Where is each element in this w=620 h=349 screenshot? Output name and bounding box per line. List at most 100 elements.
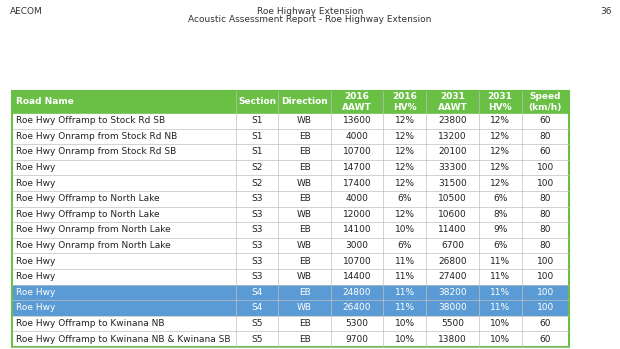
- Bar: [479, 253, 521, 269]
- Text: Roe Hwy: Roe Hwy: [16, 288, 55, 297]
- Text: 11%: 11%: [490, 272, 510, 281]
- Bar: [521, 222, 569, 238]
- Bar: [521, 144, 569, 160]
- Bar: [236, 113, 278, 128]
- Text: 12%: 12%: [490, 179, 510, 188]
- Text: 10%: 10%: [395, 225, 415, 235]
- Bar: [12, 160, 236, 176]
- Text: 11400: 11400: [438, 225, 467, 235]
- Bar: [331, 332, 383, 347]
- Text: 80: 80: [539, 241, 551, 250]
- Text: 12%: 12%: [395, 148, 415, 156]
- Bar: [278, 207, 331, 222]
- Text: WB: WB: [297, 272, 312, 281]
- Bar: [479, 191, 521, 207]
- Bar: [479, 176, 521, 191]
- Bar: [278, 160, 331, 176]
- Bar: [426, 300, 479, 316]
- Text: 6%: 6%: [397, 241, 412, 250]
- Bar: [383, 176, 426, 191]
- Text: S4: S4: [251, 288, 263, 297]
- Bar: [479, 160, 521, 176]
- Text: WB: WB: [297, 304, 312, 312]
- Bar: [383, 316, 426, 332]
- Bar: [12, 144, 236, 160]
- Bar: [12, 91, 569, 347]
- Text: Roe Hwy Onramp from North Lake: Roe Hwy Onramp from North Lake: [16, 225, 171, 235]
- Text: 12%: 12%: [490, 163, 510, 172]
- Bar: [479, 144, 521, 160]
- Text: AECOM: AECOM: [10, 7, 43, 16]
- Bar: [521, 160, 569, 176]
- Bar: [236, 160, 278, 176]
- Bar: [12, 207, 236, 222]
- Text: S1: S1: [251, 148, 263, 156]
- Text: S1: S1: [251, 116, 263, 125]
- Text: 11%: 11%: [490, 257, 510, 266]
- Text: 9700: 9700: [345, 335, 368, 344]
- Text: 31500: 31500: [438, 179, 467, 188]
- Text: WB: WB: [297, 241, 312, 250]
- Text: 6%: 6%: [493, 194, 507, 203]
- Text: Road Name: Road Name: [16, 97, 74, 106]
- Text: 17400: 17400: [343, 179, 371, 188]
- Bar: [426, 238, 479, 253]
- Bar: [236, 238, 278, 253]
- Bar: [479, 316, 521, 332]
- Bar: [236, 128, 278, 144]
- Text: S2: S2: [251, 179, 263, 188]
- Bar: [331, 316, 383, 332]
- Bar: [426, 284, 479, 300]
- Text: Roe Hwy Onramp from Stock Rd NB: Roe Hwy Onramp from Stock Rd NB: [16, 132, 177, 141]
- Text: 12%: 12%: [395, 210, 415, 219]
- Text: 11%: 11%: [490, 304, 510, 312]
- Text: 12%: 12%: [490, 132, 510, 141]
- Text: 80: 80: [539, 225, 551, 235]
- Text: 2031
AAWT: 2031 AAWT: [438, 92, 467, 112]
- Bar: [12, 91, 569, 113]
- Text: 13200: 13200: [438, 132, 467, 141]
- Text: Roe Hwy: Roe Hwy: [16, 163, 55, 172]
- Bar: [331, 160, 383, 176]
- Text: 13800: 13800: [438, 335, 467, 344]
- Bar: [521, 207, 569, 222]
- Bar: [426, 113, 479, 128]
- Bar: [331, 191, 383, 207]
- Text: Roe Hwy Offramp to Kwinana NB: Roe Hwy Offramp to Kwinana NB: [16, 319, 164, 328]
- Text: 12%: 12%: [490, 148, 510, 156]
- Bar: [521, 191, 569, 207]
- Bar: [521, 238, 569, 253]
- Text: 38200: 38200: [438, 288, 467, 297]
- Text: 3000: 3000: [345, 241, 368, 250]
- Bar: [521, 253, 569, 269]
- Bar: [383, 113, 426, 128]
- Bar: [278, 144, 331, 160]
- Text: 2016
AAWT: 2016 AAWT: [342, 92, 372, 112]
- Bar: [236, 207, 278, 222]
- Text: 10600: 10600: [438, 210, 467, 219]
- Text: S4: S4: [251, 304, 263, 312]
- Text: 60: 60: [539, 116, 551, 125]
- Text: S3: S3: [251, 210, 263, 219]
- Bar: [479, 222, 521, 238]
- Text: EB: EB: [299, 288, 311, 297]
- Text: 6700: 6700: [441, 241, 464, 250]
- Bar: [383, 128, 426, 144]
- Text: EB: EB: [299, 257, 311, 266]
- Text: 11%: 11%: [395, 304, 415, 312]
- Text: EB: EB: [299, 132, 311, 141]
- Bar: [479, 128, 521, 144]
- Bar: [331, 144, 383, 160]
- Bar: [383, 144, 426, 160]
- Bar: [426, 207, 479, 222]
- Bar: [236, 176, 278, 191]
- Text: Roe Hwy Offramp to Stock Rd SB: Roe Hwy Offramp to Stock Rd SB: [16, 116, 165, 125]
- Bar: [479, 269, 521, 284]
- Text: Roe Hwy: Roe Hwy: [16, 272, 55, 281]
- Bar: [12, 113, 236, 128]
- Bar: [12, 253, 236, 269]
- Text: EB: EB: [299, 225, 311, 235]
- Text: Roe Hwy Onramp from North Lake: Roe Hwy Onramp from North Lake: [16, 241, 171, 250]
- Text: Roe Hwy: Roe Hwy: [16, 257, 55, 266]
- Bar: [426, 253, 479, 269]
